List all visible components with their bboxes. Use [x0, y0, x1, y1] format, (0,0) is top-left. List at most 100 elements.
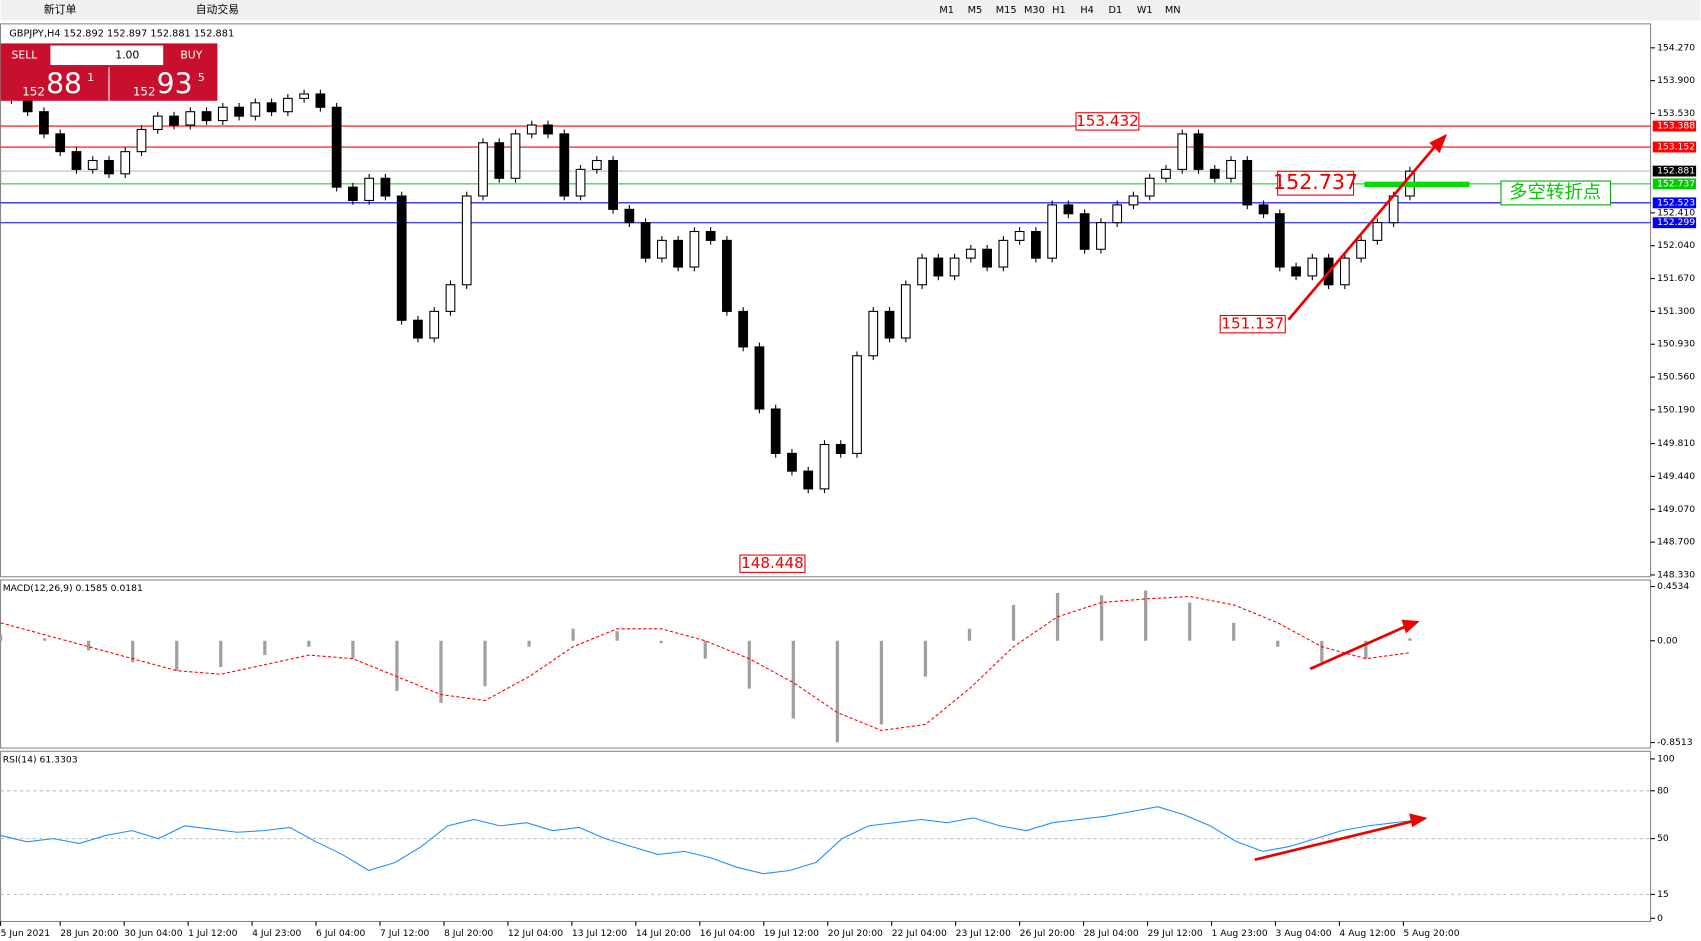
histogram-bar: [395, 640, 399, 691]
histogram-bar: [571, 628, 575, 641]
histogram-bar: [175, 640, 179, 671]
x-tick-label: 1 Aug 23:00: [1212, 928, 1268, 939]
timeframe-button[interactable]: M15: [996, 5, 1017, 16]
candle: [1031, 230, 1041, 259]
candle: [965, 248, 976, 259]
annotation-box: [1075, 112, 1140, 131]
annotation: 148.448: [741, 554, 804, 572]
candle: [429, 310, 440, 339]
rsi-panel: [0, 750, 1652, 923]
candle: [803, 470, 814, 490]
y-tick-label: -0.8513: [1657, 737, 1693, 748]
lots[interactable]: 1.00: [115, 48, 139, 61]
histogram-bar: [527, 640, 531, 647]
candle: [998, 239, 1009, 268]
candle: [1226, 159, 1236, 179]
histogram-bar: [307, 640, 311, 647]
y-tick-label: 151.670: [1657, 273, 1695, 284]
y-tick-label: 149.070: [1657, 504, 1695, 515]
timeframe-button[interactable]: W1: [1137, 5, 1153, 16]
candle: [1063, 204, 1074, 215]
timeframe-button[interactable]: D1: [1109, 5, 1123, 16]
timeframe-button[interactable]: M30: [1024, 5, 1045, 16]
bid-main: 88: [46, 68, 82, 101]
candle: [55, 133, 66, 153]
y-tick-label: 0: [1657, 913, 1663, 924]
histogram-bar: [263, 640, 267, 656]
candle: [331, 106, 342, 188]
y-tick-label: 152.040: [1657, 240, 1695, 251]
histogram-bar: [1011, 604, 1016, 641]
y-tick-label: 150.930: [1657, 339, 1695, 350]
macd-panel: [0, 579, 1652, 749]
candle: [1356, 239, 1366, 259]
y-tick-label: 149.810: [1657, 438, 1695, 449]
histogram-bar: [42, 638, 47, 641]
x-tick-label: 20 Jul 20:00: [828, 928, 883, 939]
toolbar: [0, 0, 1701, 21]
x-tick-label: 8 Jul 20:00: [444, 928, 493, 939]
candle: [461, 195, 472, 286]
chart-title: GBPJPY,H4 152.892 152.897 152.881 152.88…: [9, 29, 234, 40]
candle: [656, 239, 667, 259]
bid-big: 152: [22, 85, 45, 99]
x-tick-label: 7 Jul 12:00: [380, 928, 429, 939]
candle: [1014, 230, 1025, 241]
candle: [722, 239, 732, 312]
x-tick-label: 28 Jun 20:00: [60, 928, 119, 939]
x-tick-label: 4 Aug 12:00: [1339, 928, 1395, 939]
histogram-bar: [351, 640, 355, 659]
annotation-box: [1277, 170, 1355, 196]
y-tick-label: 148.700: [1657, 537, 1695, 548]
timeframe-button[interactable]: M5: [968, 5, 983, 16]
candle: [1209, 168, 1220, 179]
x-tick-label: 14 Jul 20:00: [636, 928, 691, 939]
candle: [559, 133, 570, 197]
candle: [852, 355, 862, 454]
candle: [152, 115, 163, 131]
timeframe-button[interactable]: H4: [1080, 5, 1094, 16]
ask-small: 5: [198, 71, 205, 84]
histogram-bar: [131, 640, 135, 663]
timeframe-button[interactable]: MN: [1165, 5, 1181, 16]
candle: [787, 452, 797, 472]
candle: [1372, 222, 1383, 241]
timeframe-button[interactable]: H1: [1052, 5, 1066, 16]
histogram-bar: [615, 631, 619, 641]
candle: [494, 142, 505, 179]
histogram-bar: [1144, 590, 1148, 641]
ask-main: 93: [157, 68, 193, 101]
annotation: 152.737: [1273, 170, 1358, 194]
y-tick-label: 152.410: [1657, 207, 1695, 218]
candle: [364, 177, 375, 201]
candle: [478, 142, 488, 197]
timeframe-button[interactable]: M1: [939, 5, 954, 16]
y-tick-label: 148.330: [1657, 569, 1695, 580]
y-tick-label: 0.4534: [1657, 581, 1689, 592]
candle: [136, 128, 147, 153]
level-label: 152.737: [1657, 178, 1695, 189]
candle: [510, 133, 521, 179]
y-tick-label: 151.300: [1657, 306, 1695, 317]
histogram-bar: [1232, 622, 1236, 641]
candle: [299, 93, 309, 99]
annotation: 多空转折点: [1509, 182, 1601, 203]
candle: [705, 230, 716, 241]
candle: [1096, 222, 1106, 250]
histogram-bar: [1276, 640, 1280, 647]
candle: [217, 106, 228, 122]
toolbar-button[interactable]: 新订单: [44, 2, 77, 16]
lots-box[interactable]: [50, 45, 164, 66]
toolbar-button[interactable]: 自动交易: [196, 2, 239, 16]
candle: [884, 310, 895, 339]
buy-button[interactable]: BUY: [180, 48, 202, 61]
x-tick-label: 5 Jun 2021: [1, 928, 51, 939]
candle: [1291, 266, 1301, 277]
candle: [396, 195, 407, 321]
y-tick-label: 150.560: [1657, 372, 1695, 383]
sell-button[interactable]: SELL: [12, 48, 38, 61]
histogram-bar: [1099, 595, 1104, 641]
candle: [754, 346, 765, 410]
candle: [543, 124, 553, 135]
y-tick-label: 50: [1657, 833, 1669, 844]
